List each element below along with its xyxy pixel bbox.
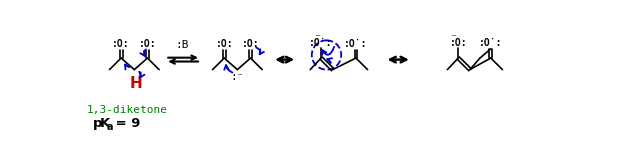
Text: :O:: :O: (112, 39, 130, 49)
Text: :Ȯ:: :Ȯ: (479, 38, 502, 48)
Text: a: a (106, 122, 113, 132)
Text: :B: :B (176, 40, 189, 50)
Text: K: K (99, 117, 110, 130)
Text: :Ȯ:: :Ȯ: (344, 39, 368, 49)
Text: ⁻: ⁻ (450, 33, 456, 43)
Text: H: H (129, 76, 142, 91)
Text: ⁻: ⁻ (314, 33, 320, 43)
Text: = 9: = 9 (111, 117, 141, 130)
Text: :⁻: :⁻ (230, 72, 244, 82)
Text: :O:: :O: (242, 39, 259, 49)
Text: 1,3-diketone: 1,3-diketone (86, 105, 167, 115)
Text: :O:: :O: (139, 39, 156, 49)
Text: :O:: :O: (215, 39, 233, 49)
Text: :Ȯ:: :Ȯ: (310, 38, 333, 48)
Text: p: p (92, 117, 102, 130)
Text: :O:: :O: (450, 38, 467, 48)
